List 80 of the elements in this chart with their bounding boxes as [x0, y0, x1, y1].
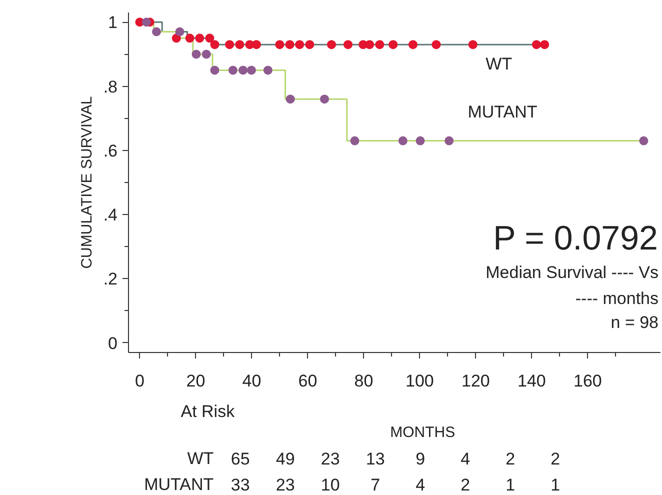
x-tick-label: 20 — [186, 372, 206, 390]
point — [192, 50, 201, 59]
x-tick-label: 100 — [406, 372, 434, 390]
text: At Risk — [180, 402, 236, 421]
annotation: n = 98 — [610, 313, 659, 332]
point — [408, 40, 418, 50]
point — [185, 34, 194, 43]
point — [285, 40, 294, 50]
text: 7 — [370, 476, 380, 494]
point — [286, 94, 295, 104]
text: 10 — [320, 476, 340, 494]
point — [398, 136, 408, 146]
text: 4 — [460, 450, 470, 468]
x-tick-label: 0 — [134, 372, 144, 390]
annotation: P = 0.0792 — [493, 220, 658, 258]
text: 2 — [550, 450, 560, 468]
x-axis-title: MONTHS — [390, 424, 456, 441]
y-tick-label: .6 — [103, 141, 118, 160]
text: 2 — [460, 476, 470, 494]
text: 9 — [416, 450, 426, 468]
point — [344, 40, 353, 50]
point — [202, 50, 211, 59]
series-label: MUTANT — [468, 102, 538, 122]
text: 1 — [506, 476, 516, 494]
text: WT — [187, 449, 214, 468]
point — [432, 40, 441, 50]
x-tick-label: 60 — [298, 372, 318, 390]
point — [152, 27, 161, 36]
point — [327, 40, 336, 50]
point — [532, 40, 541, 50]
x-tick-label: 120 — [462, 372, 490, 390]
x-tick-label: 160 — [574, 372, 602, 390]
point — [225, 40, 234, 50]
x-tick-label: 40 — [242, 372, 262, 390]
point — [350, 136, 360, 146]
text: 2 — [506, 450, 516, 468]
point — [238, 66, 248, 75]
point — [320, 94, 329, 104]
x-tick-label: 80 — [354, 372, 374, 390]
y-tick-label: 1 — [108, 13, 118, 32]
text: 13 — [366, 450, 385, 468]
text: 23 — [276, 476, 295, 494]
text: 65 — [230, 450, 250, 468]
point — [228, 66, 238, 75]
point — [540, 40, 550, 50]
text: 4 — [416, 476, 426, 494]
y-tick-label: .4 — [103, 206, 118, 225]
point — [444, 136, 454, 146]
text: 1 — [550, 476, 560, 494]
point — [375, 40, 384, 50]
point — [365, 40, 374, 50]
point — [263, 66, 272, 75]
point — [468, 40, 478, 50]
y-tick-label: .2 — [103, 270, 118, 289]
point — [142, 18, 151, 27]
series-label: WT — [486, 54, 512, 74]
point — [295, 40, 304, 50]
point — [275, 40, 284, 50]
point — [305, 40, 314, 50]
x-tick-label: 140 — [518, 372, 546, 390]
text: MUTANT — [144, 475, 214, 494]
point — [235, 40, 244, 50]
annotation: ---- months — [575, 289, 659, 308]
annotation: Median Survival ---- Vs — [486, 263, 659, 282]
text: 23 — [320, 450, 340, 468]
point — [175, 27, 184, 36]
point — [246, 66, 256, 75]
y-axis-title: CUMULATIVE SURVIVAL — [78, 96, 96, 269]
point — [205, 34, 214, 43]
text: 49 — [276, 450, 295, 468]
y-tick-label: 0 — [108, 334, 118, 353]
point — [210, 66, 220, 75]
point — [172, 34, 181, 43]
text: 33 — [230, 476, 250, 494]
y-tick-label: .8 — [103, 77, 118, 96]
point — [416, 136, 425, 146]
point — [639, 136, 648, 146]
point — [195, 34, 204, 43]
point — [388, 40, 398, 50]
point — [210, 40, 220, 50]
